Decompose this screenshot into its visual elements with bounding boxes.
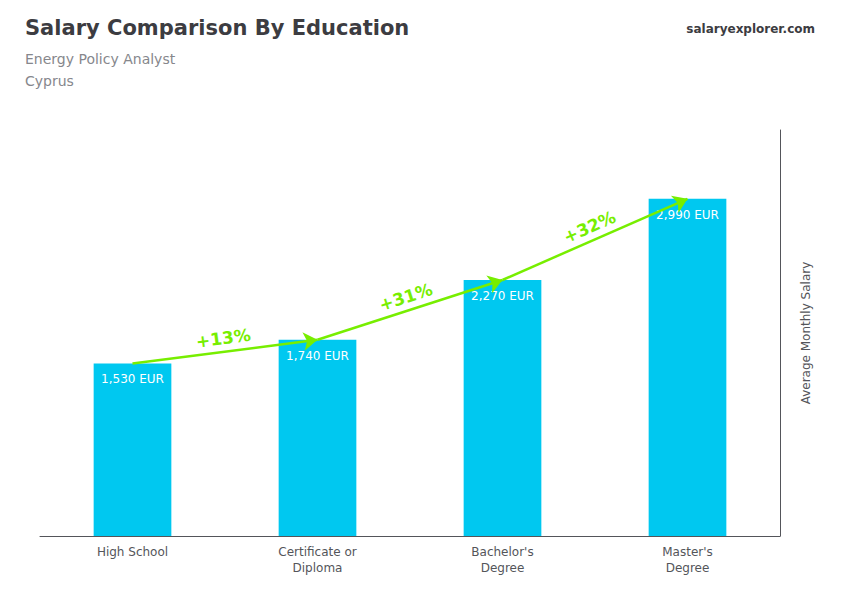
svg-text:+32%: +32%	[560, 207, 618, 247]
svg-text:+31%: +31%	[377, 279, 435, 315]
svg-text:1,740 EUR: 1,740 EUR	[286, 349, 349, 363]
svg-text:2,270 EUR: 2,270 EUR	[471, 289, 534, 303]
svg-text:salaryexplorer.com: salaryexplorer.com	[686, 22, 815, 36]
svg-text:1,530 EUR: 1,530 EUR	[101, 372, 164, 386]
svg-text:Degree: Degree	[481, 561, 525, 575]
svg-text:Energy Policy Analyst: Energy Policy Analyst	[25, 51, 176, 67]
svg-text:Certificate or: Certificate or	[278, 545, 356, 559]
svg-text:Master's: Master's	[662, 545, 713, 559]
svg-text:High School: High School	[97, 545, 168, 559]
svg-text:Bachelor's: Bachelor's	[471, 545, 533, 559]
svg-text:Cyprus: Cyprus	[25, 73, 74, 89]
svg-text:Average Monthly Salary: Average Monthly Salary	[799, 262, 813, 405]
svg-text:+13%: +13%	[195, 325, 252, 352]
svg-text:Degree: Degree	[666, 561, 710, 575]
svg-text:Salary Comparison By Education: Salary Comparison By Education	[25, 16, 409, 40]
svg-text:2,990 EUR: 2,990 EUR	[656, 208, 719, 222]
svg-text:Diploma: Diploma	[293, 561, 343, 575]
